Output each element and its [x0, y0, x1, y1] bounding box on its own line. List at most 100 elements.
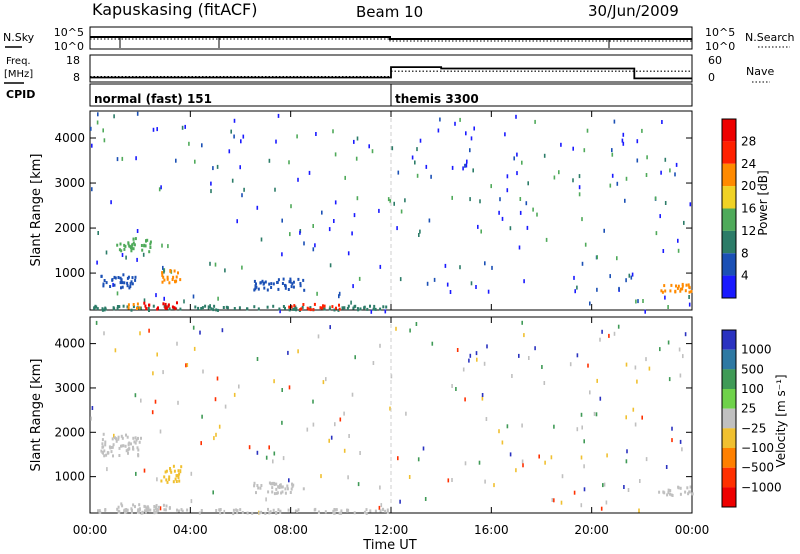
power-cbar-tick: 24: [741, 157, 756, 171]
x-tick-label: 12:00: [374, 523, 409, 537]
power-region-4: [161, 269, 182, 285]
velocity-cbar-tick: −100: [741, 441, 774, 455]
cpid-strip: normal (fast) 151 themis 3300: [89, 83, 693, 107]
velocity-cbar-cell: [722, 448, 736, 468]
power-data: [90, 111, 693, 314]
power-cbar-cell: [722, 230, 736, 254]
power-yticks: 1000 2000 3000 4000: [54, 131, 692, 280]
velocity-cbar-tick: 25: [741, 402, 756, 416]
velocity-cbar-cell: [722, 487, 736, 507]
velocity-region-3: [160, 464, 183, 484]
freq-tick-bottom: 8: [73, 71, 80, 84]
power-region-0: [93, 304, 388, 312]
cpid-segment-label: themis 3300: [395, 92, 479, 106]
power-region-1: [143, 301, 178, 311]
nave-tick-top: 60: [708, 54, 722, 67]
date-title: 30/Jun/2009: [588, 2, 679, 20]
noise-left-tick-top: 10^5: [54, 26, 84, 39]
power-cbar-tick: 16: [741, 202, 756, 216]
velocity-panel: 1000 2000 3000 4000 Slant Range [km] 1000 50…: [29, 316, 788, 516]
noise-panel: N.Sky 10^5 10^0 10^5 10^0 N.Search: [3, 26, 795, 53]
cpid-segment-label: normal (fast) 151: [94, 92, 212, 106]
power-cbar-tick: 12: [741, 224, 756, 238]
velocity-ytick: 1000: [54, 470, 85, 484]
velocity-ytick: 4000: [54, 337, 85, 351]
velocity-cbar-tick: 1000: [741, 343, 772, 357]
power-region-6: [100, 273, 137, 290]
velocity-cbar-tick: −500: [741, 461, 774, 475]
power-cbar-cell: [722, 163, 736, 187]
power-colorbar: 28 24 20 16 12 8 4: [721, 118, 756, 299]
power-cbar-tick: 8: [741, 246, 749, 260]
velocity-cbar-cell: [722, 467, 736, 488]
velocity-region-0: [97, 507, 389, 516]
power-region-8: [253, 277, 306, 292]
power-cbar-cell: [722, 119, 736, 142]
nave-label: Nave: [746, 65, 774, 78]
cpid-label: CPID: [6, 88, 35, 101]
power-cbar-tick: 28: [741, 134, 756, 148]
velocity-cbar-cell: [722, 349, 736, 370]
velocity-colorbar: 1000 500 100 25 −25 −100 −500 −1000: [721, 329, 782, 508]
noise-left-tick-bottom: 10^0: [54, 40, 84, 53]
velocity-cbar-tick: −1000: [741, 480, 782, 494]
power-cbar-tick: 20: [741, 179, 756, 193]
velocity-yticks: 1000 2000 3000 4000: [54, 337, 692, 484]
power-ytick: 4000: [54, 131, 85, 145]
power-region-5: [116, 237, 152, 254]
velocity-cbar-cell: [722, 408, 736, 429]
velocity-region-1: [116, 502, 171, 515]
velocity-cbar-tick: −25: [741, 421, 766, 435]
x-tick-label: 08:00: [273, 523, 308, 537]
power-panel: 1000 2000 3000 4000 Slant Range [km] 28 24 20…: [29, 110, 770, 314]
velocity-cbar-tick: 100: [741, 382, 764, 396]
beam-title: Beam 10: [356, 3, 423, 21]
freq-traces: [90, 66, 692, 80]
velocity-ytick: 3000: [54, 381, 85, 395]
station-title: Kapuskasing (fitACF): [92, 0, 257, 19]
velocity-region-4: [658, 485, 694, 497]
power-cbar-cell: [722, 186, 736, 209]
velocity-region-5: [253, 481, 305, 496]
velocity-scatter: [90, 320, 687, 515]
x-axis: 00:00 04:00 08:00 12:00 16:00 20:00 00:00: [73, 111, 710, 537]
power-cbar-label: Power [dB]: [756, 170, 770, 235]
x-tick-label: 00:00: [73, 523, 108, 537]
power-cbar-cell: [722, 275, 736, 298]
velocity-cbar-cell: [722, 369, 736, 389]
x-axis-label: Time UT: [362, 538, 416, 553]
power-cbar-cell: [722, 141, 736, 164]
freq-tick-top: 18: [66, 54, 80, 67]
velocity-ytick: 2000: [54, 425, 85, 439]
x-tick-label: 04:00: [173, 523, 208, 537]
velocity-ylabel: Slant Range [km]: [29, 359, 44, 472]
power-ytick: 2000: [54, 221, 85, 235]
freq-panel: Freq. [MHz] CPID 18 8 60 0 Nave: [4, 54, 774, 101]
power-ytick: 1000: [54, 266, 85, 280]
power-cbar-tick: 4: [741, 269, 749, 283]
nave-line: [90, 66, 692, 80]
power-region-7: [660, 282, 693, 294]
power-scatter: [90, 111, 692, 314]
power-ylabel: Slant Range [km]: [29, 154, 44, 267]
power-ytick: 3000: [54, 176, 85, 190]
velocity-cbar-cell: [722, 428, 736, 448]
freq-unit-label: [MHz]: [4, 69, 33, 80]
nsky-label: N.Sky: [3, 31, 35, 44]
power-cbar-cell: [722, 253, 736, 276]
velocity-cbar-cell: [722, 330, 736, 350]
noise-right-tick-bottom: 10^0: [705, 40, 735, 53]
noise-right-tick-top: 10^5: [705, 26, 735, 39]
power-cbar-cell: [722, 208, 736, 231]
noise-sky-line: [90, 36, 692, 40]
velocity-cbar-label: Velocity [m s⁻¹]: [774, 374, 788, 467]
x-tick-label: 16:00: [474, 523, 509, 537]
freq-label: Freq.: [6, 56, 31, 67]
velocity-cbar-tick: 500: [741, 362, 764, 376]
x-tick-label: 00:00: [675, 523, 710, 537]
x-tick-label: 20:00: [574, 523, 609, 537]
velocity-data: [90, 317, 694, 516]
power-region-2: [127, 302, 141, 310]
velocity-cbar-cell: [722, 389, 736, 409]
